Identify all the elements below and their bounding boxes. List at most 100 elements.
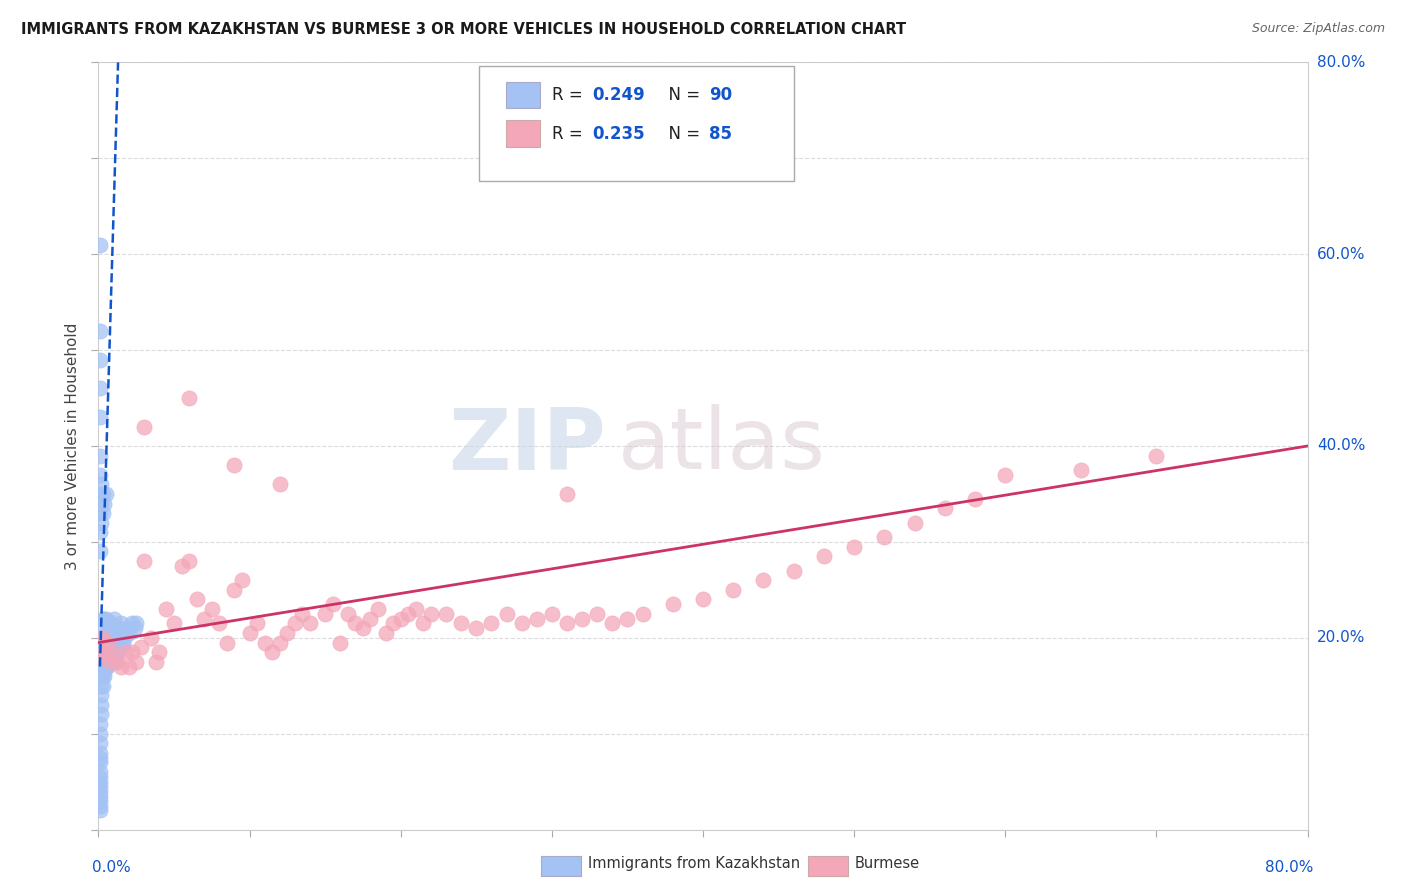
Point (89, 410, 111, 425)
Point (90, 649, 112, 664)
Point (329, 635, 352, 649)
Point (450, 616, 472, 631)
Point (101, 649, 124, 664)
Point (262, 645, 284, 659)
Point (93, 640, 115, 655)
Point (904, 516, 927, 530)
Point (91, 621, 114, 635)
Text: ZIP: ZIP (449, 404, 606, 488)
Point (179, 554, 201, 568)
Point (495, 607, 517, 621)
Point (155, 602, 177, 616)
Point (100, 655, 122, 669)
Point (112, 631, 135, 645)
Text: Burmese: Burmese (855, 856, 920, 871)
Point (269, 477, 291, 491)
Point (586, 607, 609, 621)
Point (89, 736, 111, 750)
Point (96, 616, 118, 631)
FancyBboxPatch shape (506, 81, 540, 109)
Point (110, 616, 132, 631)
Point (360, 612, 382, 626)
Point (125, 616, 148, 631)
Point (107, 621, 129, 635)
Point (114, 645, 136, 659)
Point (100, 616, 122, 631)
Text: 80.0%: 80.0% (1265, 860, 1313, 875)
Point (89, 780, 111, 794)
Point (873, 530, 896, 544)
Point (692, 592, 714, 607)
Text: 60.0%: 60.0% (1317, 247, 1365, 261)
Point (96, 645, 118, 659)
Point (91, 631, 114, 645)
Point (91, 506, 114, 520)
Point (93, 612, 115, 626)
Point (103, 645, 125, 659)
Point (115, 621, 138, 635)
Point (91, 649, 114, 664)
Point (382, 616, 405, 631)
Point (90, 496, 112, 510)
Point (246, 616, 269, 631)
Point (1070, 463, 1092, 477)
Point (813, 549, 835, 564)
Point (163, 616, 186, 631)
Point (374, 626, 396, 640)
Point (93, 659, 115, 673)
Point (90, 640, 112, 655)
Point (94, 645, 117, 659)
Point (114, 626, 136, 640)
Point (96, 635, 118, 649)
Text: IMMIGRANTS FROM KAZAKHSTAN VS BURMESE 3 OR MORE VEHICLES IN HOUSEHOLD CORRELATIO: IMMIGRANTS FROM KAZAKHSTAN VS BURMESE 3 … (21, 22, 907, 37)
Point (100, 655, 122, 669)
Point (89, 794, 111, 808)
Point (844, 540, 866, 554)
Point (186, 592, 208, 607)
Point (94, 612, 117, 626)
Point (269, 635, 291, 649)
Point (100, 635, 122, 649)
Point (934, 501, 956, 516)
Point (631, 607, 654, 621)
Point (89, 746, 111, 760)
Point (89, 726, 111, 740)
Text: Source: ZipAtlas.com: Source: ZipAtlas.com (1251, 22, 1385, 36)
Point (101, 631, 124, 645)
Point (602, 616, 624, 631)
Point (224, 582, 246, 597)
Point (90, 659, 112, 673)
Point (98, 655, 121, 669)
Point (405, 602, 427, 616)
Point (124, 621, 146, 635)
Point (94, 487, 117, 501)
Point (367, 602, 389, 616)
Point (215, 635, 238, 649)
Text: N =: N = (658, 87, 706, 104)
Point (91, 612, 114, 626)
Point (89, 798, 111, 813)
Point (94, 645, 117, 659)
Point (208, 616, 231, 631)
Point (179, 391, 201, 405)
FancyBboxPatch shape (479, 66, 793, 181)
Point (299, 616, 322, 631)
Point (571, 612, 593, 626)
Text: 40.0%: 40.0% (1317, 439, 1365, 453)
Point (91, 669, 114, 683)
Text: 0.235: 0.235 (592, 125, 644, 143)
Point (555, 616, 578, 631)
Point (965, 491, 987, 506)
Point (434, 607, 457, 621)
Point (555, 487, 578, 501)
Point (98, 640, 121, 655)
Point (723, 582, 745, 597)
Point (94, 659, 117, 673)
Point (89, 756, 111, 770)
Text: 0.249: 0.249 (592, 87, 644, 104)
Point (465, 621, 488, 635)
Point (661, 597, 683, 611)
Point (105, 645, 128, 659)
Point (322, 597, 344, 611)
Point (1144, 449, 1167, 463)
